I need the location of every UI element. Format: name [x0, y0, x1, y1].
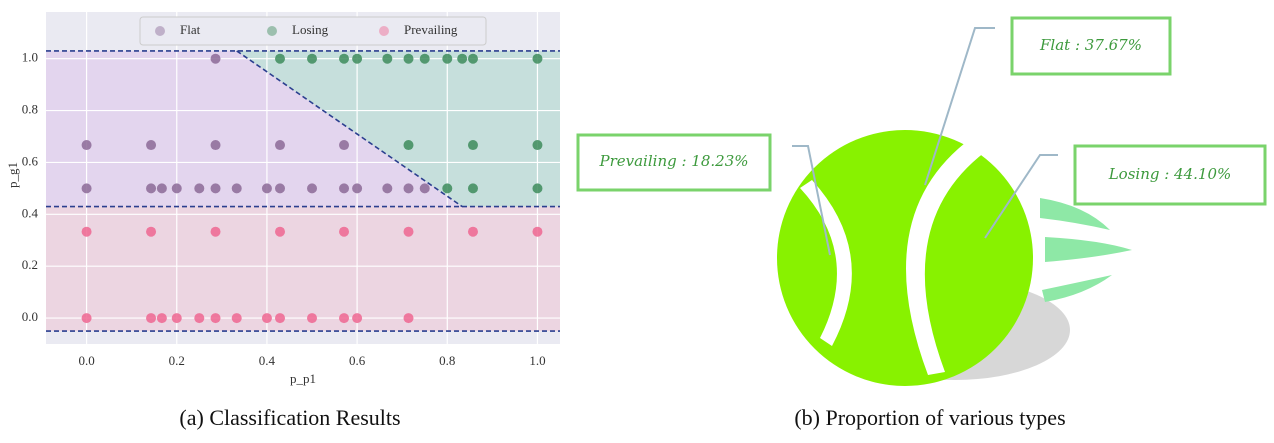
point [172, 313, 182, 323]
point [468, 54, 478, 64]
point [532, 183, 542, 193]
legend-marker [155, 26, 165, 36]
point [194, 313, 204, 323]
point [211, 227, 221, 237]
point [146, 140, 156, 150]
point [211, 183, 221, 193]
point [420, 183, 430, 193]
y-tick-label: 0.4 [22, 205, 39, 220]
x-tick-label: 0.8 [439, 353, 455, 368]
point [275, 227, 285, 237]
point [194, 183, 204, 193]
point [232, 313, 242, 323]
x-tick-label: 0.4 [259, 353, 276, 368]
point [442, 183, 452, 193]
point [211, 140, 221, 150]
x-tick-label: 0.2 [169, 353, 185, 368]
point [82, 227, 92, 237]
point [339, 140, 349, 150]
point [532, 227, 542, 237]
legend-label: Flat [180, 22, 201, 37]
caption: (b) Proportion of various types [794, 405, 1065, 430]
point [420, 54, 430, 64]
point [82, 313, 92, 323]
point [262, 183, 272, 193]
point [468, 140, 478, 150]
point [442, 54, 452, 64]
figure: 0.0 0.2 0.4 0.6 0.8 1.0 0.0 0.2 0.4 0.6 0.8 1.0 Flat… [0, 0, 1274, 443]
point [382, 54, 392, 64]
y-tick-label: 0.2 [22, 257, 38, 272]
point [382, 183, 392, 193]
point [307, 54, 317, 64]
proportion-label: Losing : 44.10% [1108, 165, 1232, 183]
point [307, 313, 317, 323]
x-axis-label: p_p1 [290, 371, 316, 386]
point [275, 54, 285, 64]
point [172, 183, 182, 193]
y-axis-label: p_g1 [5, 162, 20, 188]
point [339, 227, 349, 237]
point [404, 227, 414, 237]
legend-label: Prevailing [404, 22, 458, 37]
x-tick-label: 1.0 [529, 353, 545, 368]
point [404, 313, 414, 323]
point [468, 183, 478, 193]
point [352, 183, 362, 193]
point [339, 54, 349, 64]
point [82, 140, 92, 150]
point [468, 227, 478, 237]
point [146, 313, 156, 323]
point [352, 54, 362, 64]
point [352, 313, 362, 323]
point [404, 140, 414, 150]
tennis-ball-art [777, 130, 1132, 386]
point [404, 54, 414, 64]
point [232, 183, 242, 193]
y-tick-label: 1.0 [22, 50, 38, 65]
point [157, 313, 167, 323]
point [146, 183, 156, 193]
legend-marker [267, 26, 277, 36]
region-prevailing [46, 207, 560, 332]
legend-marker [379, 26, 389, 36]
point [532, 54, 542, 64]
y-tick-label: 0.0 [22, 309, 38, 324]
point [457, 54, 467, 64]
caption: (a) Classification Results [179, 405, 400, 430]
x-tick-label: 0.0 [78, 353, 94, 368]
proportion-label: Flat : 37.67% [1039, 36, 1142, 54]
point [275, 140, 285, 150]
legend-label: Losing [292, 22, 329, 37]
point [211, 313, 221, 323]
point [157, 183, 167, 193]
y-tick-label: 0.8 [22, 102, 38, 117]
point [532, 140, 542, 150]
proportion-label: Prevailing : 18.23% [599, 152, 749, 170]
point [262, 313, 272, 323]
point [146, 227, 156, 237]
point [211, 54, 221, 64]
x-tick-label: 0.6 [349, 353, 366, 368]
point [275, 313, 285, 323]
point [404, 183, 414, 193]
point [307, 183, 317, 193]
point [82, 183, 92, 193]
y-tick-label: 0.6 [22, 153, 39, 168]
point [339, 313, 349, 323]
point [275, 183, 285, 193]
point [339, 183, 349, 193]
